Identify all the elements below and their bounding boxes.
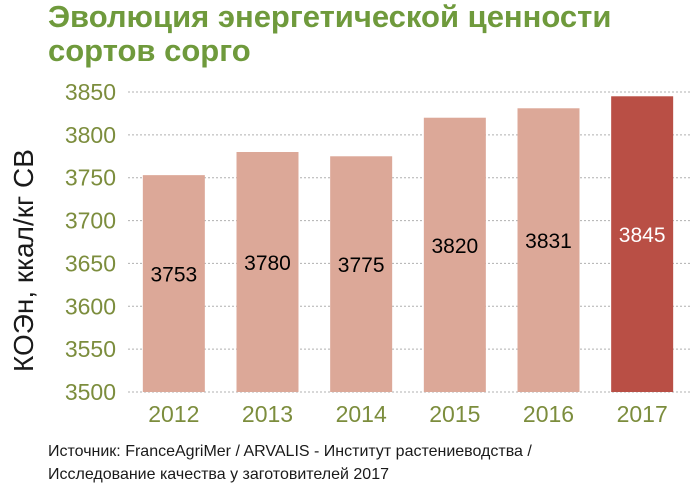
data-label: 3753 [150, 264, 197, 287]
source-note: Источник: FranceAgriMer / ARVALIS - Инст… [48, 440, 532, 486]
chart-title: Эволюция энергетической ценности сортов … [48, 0, 611, 68]
bar [330, 156, 393, 392]
bar [611, 96, 674, 393]
y-tick-label: 3750 [65, 165, 116, 191]
x-tick-label: 2015 [429, 401, 480, 427]
x-tick-label: 2013 [242, 401, 293, 427]
x-tick-label: 2012 [148, 401, 199, 427]
y-tick-label: 3850 [65, 79, 116, 105]
x-tick-label: 2017 [617, 401, 668, 427]
data-label: 3775 [338, 254, 385, 277]
data-label: 3780 [244, 252, 291, 275]
y-tick-label: 3650 [65, 250, 116, 276]
y-tick-label: 3500 [65, 379, 116, 405]
x-tick-label: 2016 [523, 401, 574, 427]
chart-title-line-2: сортов сорго [48, 33, 251, 68]
bar [142, 175, 205, 392]
y-tick-label: 3700 [65, 208, 116, 234]
data-label: 3845 [619, 224, 666, 247]
bar [236, 152, 299, 392]
data-label: 3820 [431, 235, 478, 258]
source-line-2: Исследование качества у заготовителей 20… [48, 466, 389, 483]
chart-title-line-1: Эволюция энергетической ценности [48, 0, 612, 34]
y-tick-label: 3800 [65, 122, 116, 148]
y-tick-label: 3550 [65, 336, 116, 362]
data-label: 3831 [525, 230, 572, 253]
bar [517, 108, 580, 393]
source-line-1: Источник: FranceAgriMer / ARVALIS - Инст… [48, 443, 532, 460]
x-tick-label: 2014 [336, 401, 387, 427]
y-tick-label: 3600 [65, 293, 116, 319]
bar [423, 117, 486, 392]
